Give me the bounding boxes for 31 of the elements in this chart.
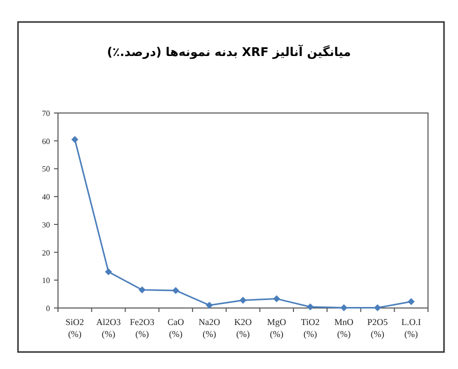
y-tick-label: 60 bbox=[42, 136, 50, 146]
x-tick-label: CaO (%) bbox=[167, 317, 184, 339]
x-tick-label: SiO2 (%) bbox=[66, 317, 84, 339]
x-tick-label: L.O.I (%) bbox=[401, 317, 421, 339]
point bbox=[104, 268, 112, 276]
x-tick-label: K2O (%) bbox=[234, 317, 252, 339]
x-tick-label: Na2O (%) bbox=[198, 317, 221, 339]
y-tick-label: 20 bbox=[42, 248, 50, 258]
y-tick-label: 50 bbox=[42, 164, 50, 174]
x-tick-label: MgO (%) bbox=[267, 317, 287, 339]
chart-title: میانگین آنالیز XRF بدنه نمونه‌ها (درصد.٪) bbox=[107, 44, 351, 59]
x-tick-label: MnO (%) bbox=[334, 317, 354, 339]
point bbox=[273, 295, 280, 302]
point bbox=[374, 304, 382, 312]
point bbox=[71, 136, 78, 143]
point bbox=[240, 296, 246, 304]
y-tick-label: 70 bbox=[42, 109, 50, 118]
y-tick-label: 30 bbox=[42, 220, 50, 230]
x-tick-label: TiO2 (%) bbox=[300, 317, 320, 339]
point bbox=[408, 298, 415, 306]
x-tick-label: P2O5 (%) bbox=[367, 317, 388, 339]
y-tick-label: 40 bbox=[42, 192, 50, 202]
point bbox=[306, 303, 314, 310]
y-tick-label: 0 bbox=[46, 304, 50, 313]
point bbox=[206, 302, 213, 309]
x-tick-label: Fe2O3 (%) bbox=[130, 317, 155, 339]
x-tick-label: Al2O3 (%) bbox=[96, 317, 122, 339]
point bbox=[172, 286, 180, 294]
y-tick-label: 10 bbox=[42, 276, 50, 286]
point bbox=[340, 304, 348, 312]
point bbox=[138, 286, 146, 294]
